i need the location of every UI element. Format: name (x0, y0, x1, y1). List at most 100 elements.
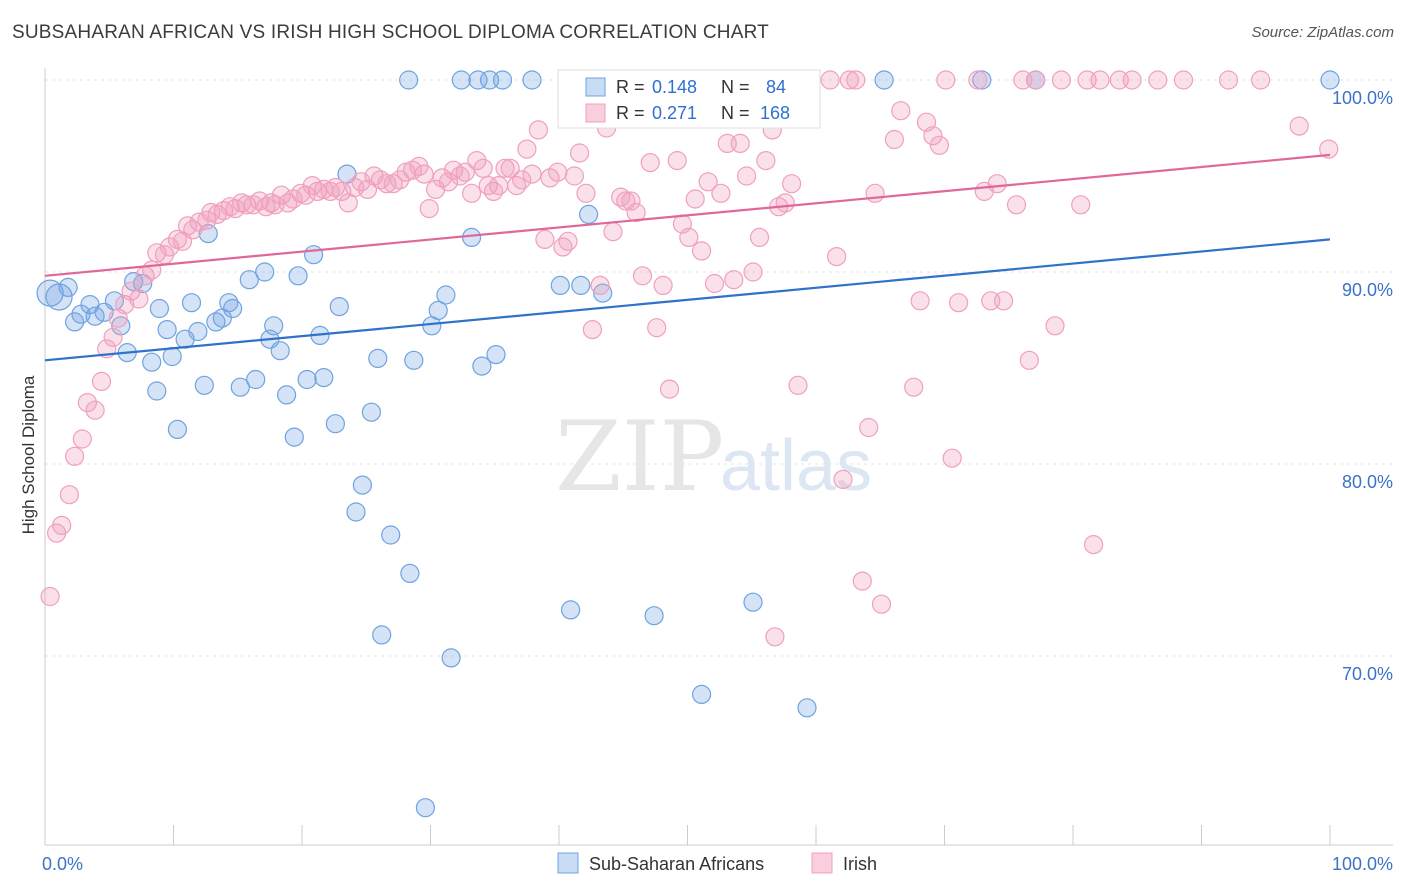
point-irish (833, 469, 853, 489)
point-sub-saharan (486, 345, 506, 365)
point-sub-saharan (361, 402, 381, 422)
point-irish (749, 227, 770, 247)
point-sub-saharan (560, 600, 581, 620)
point-sub-saharan (352, 475, 372, 495)
point-sub-saharan (451, 70, 471, 90)
point-sub-saharan (691, 684, 712, 705)
point-irish (121, 281, 141, 301)
point-sub-saharan (368, 348, 388, 368)
point-sub-saharan (111, 316, 131, 336)
point-irish (590, 275, 610, 295)
point-irish (576, 183, 596, 203)
point-irish (72, 429, 92, 449)
point-irish (535, 229, 555, 249)
point-sub-saharan (462, 227, 482, 247)
point-sub-saharan (162, 346, 182, 367)
point-irish (865, 183, 885, 203)
point-irish (1250, 70, 1271, 90)
point-sub-saharan (743, 592, 763, 612)
gridlines (45, 79, 1393, 657)
legend-r-label: R = (616, 103, 645, 123)
point-irish (942, 448, 962, 468)
point-sub-saharan (797, 698, 817, 718)
point-irish (685, 189, 705, 209)
point-sub-saharan (571, 275, 591, 295)
y-tick-label: 90.0% (1342, 280, 1393, 300)
point-irish (884, 129, 905, 150)
point-irish (467, 151, 487, 171)
point-sub-saharan (270, 341, 290, 361)
point-sub-saharan (239, 270, 259, 290)
point-irish (553, 237, 573, 257)
point-sub-saharan (45, 283, 73, 311)
point-sub-saharan (372, 625, 392, 645)
point-irish (302, 176, 322, 196)
point-sub-saharan (329, 297, 349, 317)
point-irish (296, 185, 316, 205)
trend-line-irish (44, 153, 1331, 277)
point-sub-saharan (297, 369, 317, 390)
point-irish (626, 202, 646, 223)
point-irish (91, 371, 112, 391)
point-sub-saharan (381, 525, 401, 545)
point-sub-saharan (219, 293, 239, 313)
point-sub-saharan (578, 204, 599, 224)
legend-r-value: 0.271 (652, 103, 697, 123)
point-sub-saharan (436, 285, 456, 305)
chart-title: SUBSAHARAN AFRICAN VS IRISH HIGH SCHOOL … (12, 22, 769, 43)
point-irish (1083, 534, 1104, 555)
point-sub-saharan (874, 70, 894, 90)
point-sub-saharan (492, 70, 513, 90)
point-irish (462, 183, 482, 203)
point-irish (711, 183, 731, 203)
point-irish (64, 446, 85, 466)
point-irish (85, 400, 105, 420)
point-irish (852, 571, 872, 591)
point-irish (724, 270, 744, 290)
point-sub-saharan (399, 70, 419, 90)
x-tick-label: 100.0% (1332, 854, 1393, 874)
point-irish (77, 393, 98, 413)
point-sub-saharan (550, 275, 570, 295)
point-irish (987, 174, 1007, 194)
point-irish (839, 70, 860, 90)
point-irish (846, 70, 866, 90)
point-sub-saharan (167, 419, 187, 439)
point-irish (871, 594, 892, 614)
point-sub-saharan (223, 298, 243, 319)
trend-lines (44, 153, 1331, 362)
point-irish (183, 220, 203, 240)
point-sub-saharan (304, 245, 324, 265)
point-sub-saharan (325, 414, 345, 434)
point-irish (40, 586, 60, 607)
point-irish (859, 417, 879, 438)
point-irish (103, 327, 123, 347)
point-irish (528, 120, 549, 140)
point-sub-saharan (149, 298, 169, 319)
point-sub-saharan (64, 312, 85, 332)
point-sub-saharan (188, 321, 208, 342)
legend-stats: R = 0.148 N = 84 R = 0.271 N = 168 (557, 69, 821, 129)
point-irish (59, 485, 80, 505)
point-irish (743, 262, 763, 282)
point-irish (993, 291, 1014, 311)
point-irish (52, 515, 72, 536)
point-irish (450, 166, 470, 186)
point-irish (936, 70, 956, 90)
y-tick-label: 100.0% (1332, 88, 1393, 108)
point-sub-saharan (1320, 70, 1340, 90)
point-irish (788, 375, 808, 395)
point-irish (691, 241, 712, 261)
point-irish (129, 289, 149, 309)
point-sub-saharan (415, 798, 435, 818)
point-irish (820, 70, 840, 90)
point-sub-saharan (255, 262, 275, 282)
y-axis-label: High School Diploma (19, 375, 38, 534)
point-irish (968, 70, 988, 90)
point-irish (271, 185, 291, 205)
point-irish (603, 222, 623, 242)
point-sub-saharan (472, 356, 492, 376)
point-irish (1122, 70, 1142, 90)
point-irish (730, 133, 750, 153)
